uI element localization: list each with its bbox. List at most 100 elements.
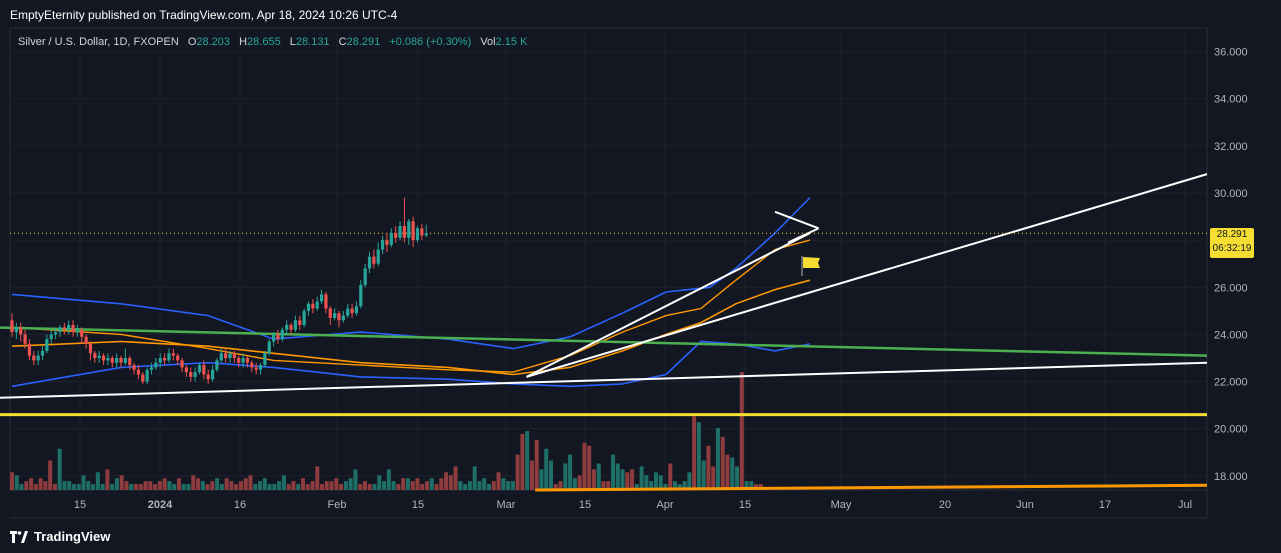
volume-bar [529,460,534,490]
vol-label: Vol [480,36,496,48]
ema-long [11,279,811,376]
candle-body [10,320,14,333]
volume-bar [300,478,305,490]
candle-body [411,221,415,241]
candle [163,353,167,366]
candle [263,350,267,368]
candle-body [315,301,319,309]
volume-bar [81,475,86,490]
volume-bar [448,475,453,490]
volume-bar [539,469,544,490]
candle [36,350,40,366]
volume-bar [105,469,110,490]
candle [272,332,276,347]
volume-bar [305,484,310,490]
volume-bar [229,481,234,490]
volume-bar [119,475,124,490]
candle [97,350,101,363]
low-label: L [289,36,296,48]
candle [158,353,162,368]
indicator-bands [11,197,811,388]
volume-bar [215,478,220,490]
candle-body [176,355,180,361]
volume-bar [153,484,158,490]
candle-body [346,308,350,316]
time-tick-label: 15 [739,499,751,511]
volume-bar [162,478,167,490]
volume-bar [677,484,682,490]
volume-bar [172,484,177,490]
volume-bar [14,475,19,490]
time-axis: 15 2024 16 Feb 15 Mar 15 Apr 15 May 20 Jun 17 Jul [74,499,1192,511]
price-tick-label: 30.000 [1214,188,1248,200]
candle-body [54,332,58,335]
trendline-short-support [526,232,811,378]
volume-bar [24,481,29,490]
candle [58,325,62,337]
candle-body [385,240,389,245]
candle [219,348,223,363]
volume-bar [138,484,143,490]
candle [402,197,406,243]
volume-bar [720,436,725,490]
volume-bar [124,481,129,490]
candle [176,353,180,366]
candle [354,301,359,316]
candle [115,353,119,368]
volume-bars [10,372,768,490]
open-label: O [187,36,197,48]
candle [372,249,376,269]
candle [145,367,149,384]
candle [241,353,245,368]
candle-body [250,362,254,368]
candle [106,353,110,366]
volume-bar [205,484,210,490]
candle [45,334,49,354]
volume-bar [467,481,472,490]
candle [215,358,219,373]
candle-body [101,355,106,361]
volume-bar [72,484,77,490]
tradingview-logo[interactable]: TradingView [10,529,110,544]
volume-bar [196,478,201,490]
candle [110,355,114,368]
volume-bar [67,481,72,490]
volume-bar [501,478,506,490]
candle [311,299,315,314]
plot-frame [9,27,1208,491]
low-value: 28.131 [295,36,330,48]
candle-body [58,327,62,333]
candle [154,358,158,370]
price-tick-label: 26.000 [1214,282,1248,294]
volume-bar [176,478,181,490]
candle-body [245,358,250,363]
candle-body [154,362,158,368]
volume-bar [587,445,592,490]
candle [319,289,324,304]
candle-body [298,320,302,325]
volume-bar [48,460,53,490]
volume-bar [701,460,706,490]
candle-body [132,365,136,370]
volume-bar [382,481,387,490]
close-value: 28.291 [346,36,381,48]
volume-bar [715,428,720,490]
volume-bar [611,454,616,490]
candle-body [363,268,367,285]
candle [280,327,284,342]
candle-body [45,339,49,351]
volume-bar [625,472,630,490]
tradingview-logo-icon [10,530,28,543]
candle [276,329,280,344]
candle-body [359,284,363,307]
trendline-orange-volume-base [535,483,1208,492]
candle [415,226,420,243]
time-tick-label: 20 [939,499,951,511]
candle [119,355,123,368]
candle-body [237,358,241,363]
publisher-text: EmptyEternity published on TradingView.c… [10,8,398,22]
volume-bar [52,484,57,490]
volume-bar [253,484,258,490]
volume-bar [110,484,115,490]
